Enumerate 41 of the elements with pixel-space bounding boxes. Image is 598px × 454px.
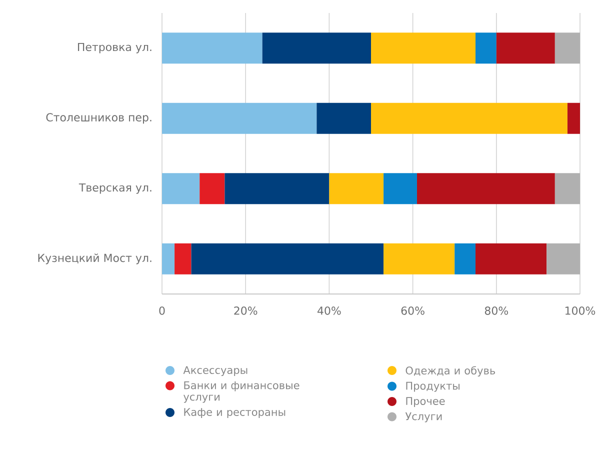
bar	[496, 32, 555, 64]
legend-label: Банки и финансовые услуги	[184, 381, 300, 403]
bar	[200, 173, 225, 204]
bar	[454, 243, 476, 274]
legend-label: Аксессуары	[183, 366, 248, 376]
bar	[416, 173, 555, 204]
x-tick-label: 40%	[318, 306, 341, 315]
legend-label: Кафе и рестораны	[184, 408, 286, 418]
legend-label: Услуги	[405, 412, 442, 422]
legend-label: Одежда и обувь	[406, 366, 496, 377]
bar	[162, 32, 262, 64]
bar	[476, 32, 496, 64]
bar	[384, 243, 455, 274]
legend-label: Продукты	[406, 382, 460, 392]
bar	[162, 173, 200, 204]
x-tick-label: 20%	[234, 306, 258, 315]
bar	[224, 173, 330, 204]
x-tick-label: 80%	[484, 306, 508, 315]
y-tick-label: Кузнецкий Мост ул.	[38, 254, 152, 264]
y-tick-label: Тверская ул.	[78, 183, 152, 194]
bar	[174, 243, 192, 274]
bar	[371, 102, 568, 134]
x-tick-label: 0	[159, 306, 165, 315]
bar	[546, 243, 580, 274]
x-tick-label: 60%	[401, 306, 424, 315]
legend-label: Прочее	[406, 397, 445, 408]
bar	[384, 173, 417, 204]
x-tick-label: 100%	[565, 306, 596, 315]
bar	[262, 32, 372, 64]
bar	[554, 32, 580, 64]
bar	[162, 102, 317, 134]
bar	[329, 173, 384, 204]
y-tick-label: Столешников пер.	[46, 113, 152, 124]
bar	[476, 243, 547, 274]
bar	[554, 173, 580, 204]
y-tick-label: Петровка ул.	[78, 42, 152, 54]
bar	[162, 243, 175, 274]
bar	[567, 102, 580, 134]
bar	[191, 243, 384, 274]
bar	[371, 32, 476, 64]
bar	[316, 102, 372, 134]
